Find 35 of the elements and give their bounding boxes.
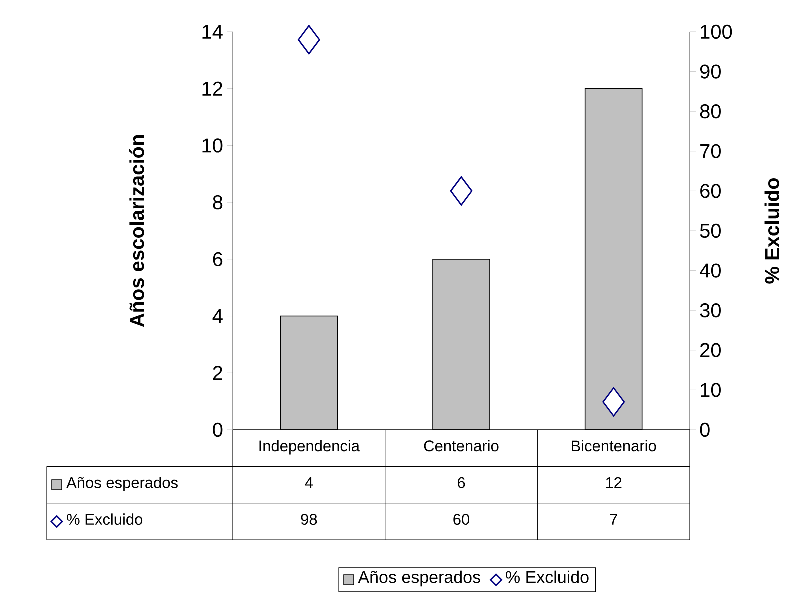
x-tick-label: Bicentenario [572,440,656,452]
y2-tick-label: 40 [700,264,721,278]
data-label: 6 [458,477,466,488]
text: Años esperados [358,570,480,587]
y2-tick-label: 20 [700,343,721,358]
y2-axis-title: % Excluido [764,178,780,284]
y2-tick-label: 70 [700,144,721,158]
point [602,387,626,417]
legend-label: Años esperados [66,476,178,492]
y2-tick-label: 0 [700,422,710,438]
y-tick-label: 12 [202,82,222,96]
data-label: 12 [606,477,622,488]
y-axis-title: Años escolarización [130,136,144,328]
y-tick-label: 14 [202,25,223,39]
data-label: 98 [301,514,318,526]
y2-tick-label: 60 [700,184,721,198]
y-tick-label: 6 [213,252,223,266]
x-tick-label: Independencia [260,440,360,455]
y-tick-label: 4 [212,309,223,324]
data-label: 7 [610,514,618,525]
y2-tick-label: 10 [701,383,721,398]
y2-tick-label: 80 [700,104,721,119]
y-tick-label: 0 [213,422,223,438]
legend-label: % Excluido [506,570,589,584]
data-label: 60 [454,514,470,526]
y2-tick-label: 30 [700,304,721,318]
y2-tick-label: 90 [700,64,721,79]
x-tick-label: Centenario [424,440,499,452]
y-tick-label: 8 [213,195,223,210]
y2-tick-label: 100 [701,24,732,40]
y2-tick-label: 50 [700,224,721,238]
text: % Excluido [67,514,143,526]
data-label: 4 [305,478,314,488]
y-tick-label: 2 [213,366,222,380]
y-tick-label: 10 [202,138,223,153]
